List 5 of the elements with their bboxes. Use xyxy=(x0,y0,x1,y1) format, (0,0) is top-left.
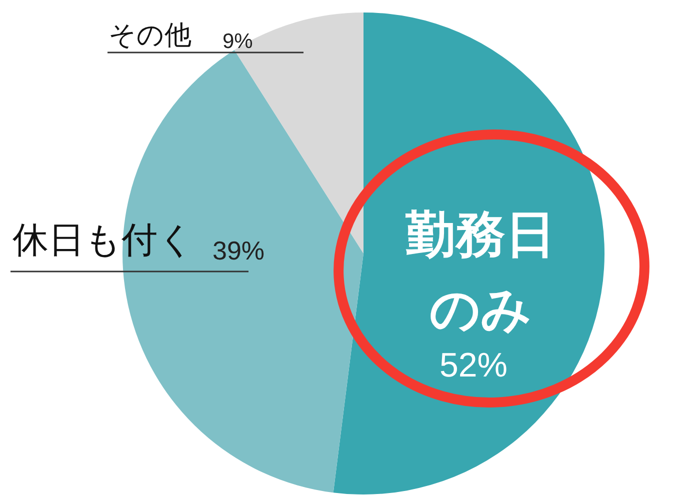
data-label: 52% xyxy=(439,346,508,384)
data-label: 9% xyxy=(222,30,253,53)
data-label: 39% xyxy=(212,236,265,266)
slice-label: その他 xyxy=(108,20,192,51)
slice-label: 勤務日のみ xyxy=(404,206,556,338)
